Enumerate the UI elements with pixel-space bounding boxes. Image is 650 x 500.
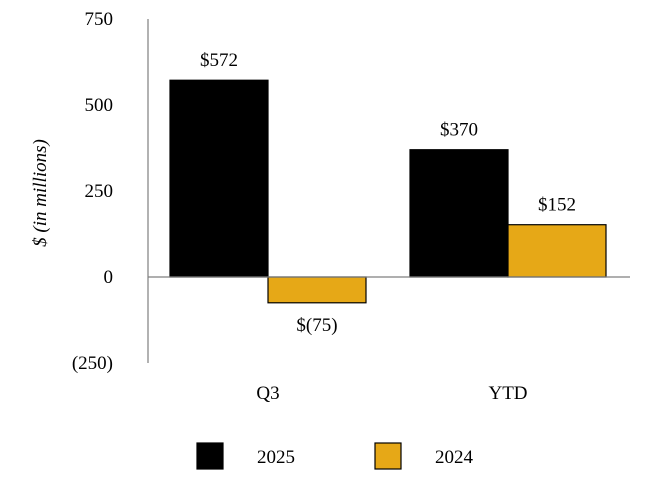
legend-label-2025: 2025 [257,447,295,468]
y-tick-label: 500 [85,95,114,116]
y-tick-label: 250 [85,181,114,202]
legend-swatch-2025 [196,442,224,470]
y-axis: 750 500 250 0 (250) [72,9,149,374]
y-tick-label: 750 [85,9,114,30]
y-axis-label: $ (in millions) [30,139,51,247]
legend: 2025 2024 [196,442,474,470]
bar-2024-ytd [507,224,607,278]
x-tick-label: Q3 [256,383,279,404]
data-label: $370 [440,120,478,141]
bar-group: $572 $(75) $370 $152 [169,50,607,336]
bar-2025-q3 [169,79,269,278]
bar-2025-ytd [409,149,509,278]
x-axis: Q3 YTD [256,383,527,404]
data-label: $152 [538,195,576,216]
y-tick-label: 0 [104,267,114,288]
legend-label-2024: 2024 [435,447,474,468]
bar-2024-q3 [267,276,367,304]
y-tick-label: (250) [72,353,113,374]
data-label: $(75) [296,315,337,336]
data-label: $572 [200,50,238,71]
legend-swatch-2024 [374,442,402,470]
x-tick-label: YTD [488,383,527,404]
